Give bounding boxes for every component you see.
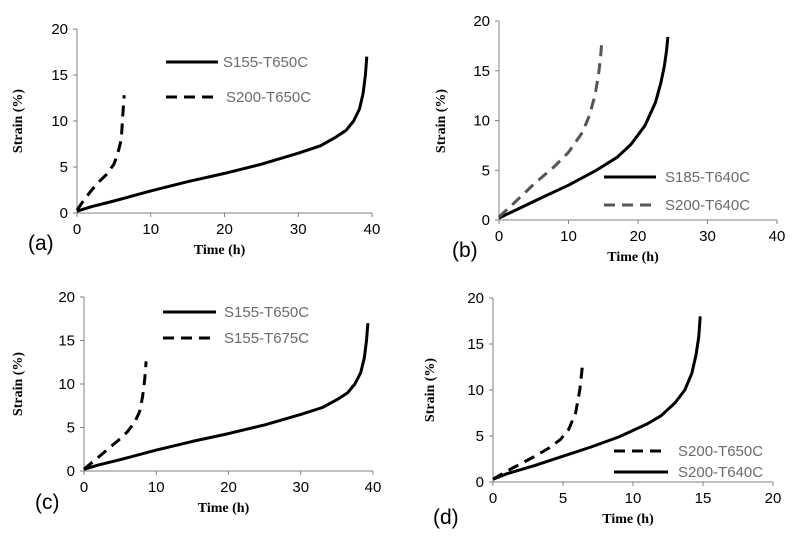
y-axis-title: Strain (%) <box>11 352 26 417</box>
y-axis-title: Strain (%) <box>423 358 438 423</box>
panel-label: (c) <box>35 491 60 514</box>
legend-label: S185-T640C <box>665 169 750 186</box>
x-tick-label: 0 <box>495 228 503 245</box>
series-line-s200-t650c <box>75 95 126 212</box>
y-tick-label: 0 <box>60 205 68 222</box>
legend-label: S155-T650C <box>223 54 308 71</box>
legend-label: S200-T650C <box>678 443 763 460</box>
y-tick-label: 0 <box>476 474 484 491</box>
y-tick-label: 5 <box>60 159 68 176</box>
legend-label: S200-T650C <box>226 89 311 106</box>
y-tick-label: 15 <box>51 67 68 84</box>
series-line-s155-t650c <box>76 56 369 213</box>
y-tick-label: 15 <box>467 336 484 353</box>
x-tick-label: 5 <box>559 490 567 507</box>
y-tick-label: 5 <box>476 428 484 445</box>
chart-panel-b: 0 10 20 30 40 0 5 10 15 20 Time (h) Strain (%) (b) S1… <box>434 13 785 265</box>
x-axis-title: Time (h) <box>198 501 250 516</box>
x-tick-label: 30 <box>292 479 309 496</box>
panel-label: (a) <box>28 232 54 255</box>
y-tick-label: 10 <box>467 382 484 399</box>
chart-panel-c: 0 10 20 30 40 0 5 10 15 20 Time (h) Strain (%) (c) S1… <box>11 289 381 516</box>
x-tick-label: 0 <box>80 479 88 496</box>
x-tick-label: 10 <box>142 221 159 238</box>
x-tick-label: 10 <box>560 228 577 245</box>
x-tick-label: 40 <box>769 228 786 245</box>
x-tick-label: 20 <box>765 490 782 507</box>
legend-label: S200-T640C <box>665 197 750 214</box>
series-line-s200-t640c <box>492 316 702 481</box>
y-tick-label: 10 <box>473 113 490 130</box>
legend-label: S155-T675C <box>224 330 309 347</box>
legend-label: S200-T640C <box>678 464 763 481</box>
x-axis-title: Time (h) <box>194 243 246 258</box>
y-tick-label: 0 <box>482 212 490 229</box>
y-tick-label: 0 <box>67 463 75 480</box>
legend-label: S155-T650C <box>224 304 309 321</box>
y-tick-label: 20 <box>467 290 484 307</box>
y-tick-label: 10 <box>51 113 68 130</box>
x-tick-label: 20 <box>216 221 233 238</box>
x-tick-label: 0 <box>489 490 497 507</box>
series-line-s200-t640c <box>497 40 604 219</box>
y-tick-label: 5 <box>67 420 75 437</box>
series-line-s200-t650c <box>492 364 585 481</box>
x-tick-label: 10 <box>625 490 642 507</box>
series-line-s155-t650c <box>83 322 370 471</box>
y-tick-label: 15 <box>58 333 75 350</box>
y-tick-label: 5 <box>482 162 490 179</box>
x-tick-label: 0 <box>73 221 81 238</box>
x-tick-label: 15 <box>695 490 712 507</box>
x-axis-title: Time (h) <box>607 250 659 265</box>
x-axis-title: Time (h) <box>602 512 654 527</box>
chart-panel-a: 0 10 20 30 40 0 5 10 15 20 Time (h) Strain (%) (a) S1… <box>11 21 380 258</box>
x-tick-label: 40 <box>364 221 381 238</box>
x-tick-label: 10 <box>148 479 165 496</box>
y-tick-label: 20 <box>51 21 68 38</box>
y-tick-label: 15 <box>473 63 490 80</box>
y-axis-title: Strain (%) <box>11 89 26 154</box>
x-tick-label: 30 <box>290 221 307 238</box>
series-line-s155-t675c <box>83 361 148 471</box>
x-tick-label: 20 <box>220 479 237 496</box>
x-tick-label: 30 <box>699 228 716 245</box>
x-tick-label: 20 <box>630 228 647 245</box>
y-tick-label: 20 <box>473 13 490 30</box>
y-axis-title: Strain (%) <box>434 89 449 154</box>
panel-label: (b) <box>452 239 478 262</box>
y-tick-label: 20 <box>58 289 75 306</box>
panel-label: (d) <box>433 506 459 529</box>
y-tick-label: 10 <box>58 376 75 393</box>
chart-panel-d: 0 5 10 15 20 0 5 10 15 20 Time (h) Strain (%) (d) S20… <box>423 290 781 529</box>
series-line-s185-t640c <box>498 36 670 220</box>
x-tick-label: 40 <box>365 479 382 496</box>
